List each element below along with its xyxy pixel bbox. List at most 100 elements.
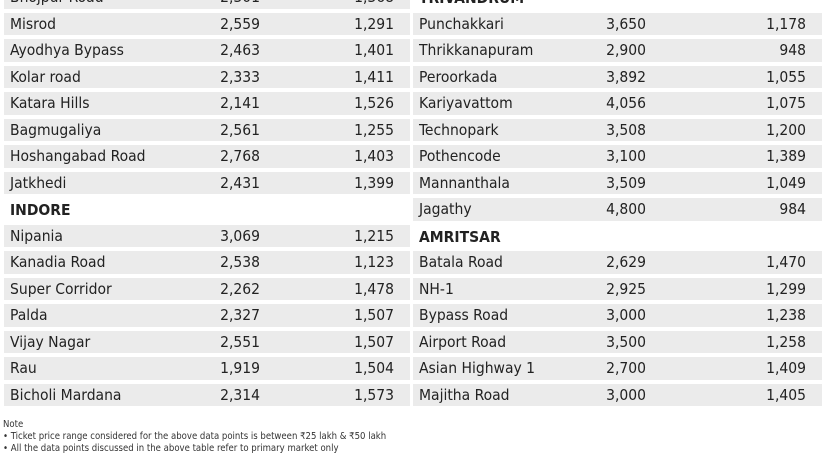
value-2: 1,055 xyxy=(766,67,806,86)
value-1: 2,768 xyxy=(220,147,260,165)
locality-name: Asian Highway 1 xyxy=(419,359,536,377)
table-row: NH-1 2,925 1,299 xyxy=(413,277,822,300)
value-1: 4,056 xyxy=(606,94,646,112)
city-header: INDORE xyxy=(10,201,71,219)
locality-name: Hoshangabad Road xyxy=(10,147,146,165)
value-1: 2,463 xyxy=(220,41,260,59)
value-1: 2,262 xyxy=(220,279,260,298)
value-2: 1,258 xyxy=(766,332,806,351)
value-2: 948 xyxy=(779,41,806,59)
value-2: 1,399 xyxy=(354,173,394,192)
value-2: 1,411 xyxy=(354,67,394,86)
value-1: 2,327 xyxy=(220,306,260,324)
table-row: Super Corridor 2,262 1,478 xyxy=(4,277,410,300)
left-table: Bhojpur Road 2,301 1,368 Misrod 2,559 1,291 Ay… xyxy=(4,0,410,410)
table-row: Jatkhedi 2,431 1,399 xyxy=(4,171,410,194)
table-row: Peroorkada 3,892 1,055 xyxy=(413,65,822,88)
value-1: 2,559 xyxy=(220,14,260,33)
locality-name: Bypass Road xyxy=(419,306,509,324)
locality-name: Kariyavattom xyxy=(419,94,513,112)
value-1: 4,800 xyxy=(606,200,646,218)
table-row: Bicholi Mardana 2,314 1,573 xyxy=(4,383,410,406)
table-row: Ayodhya Bypass 2,463 1,401 xyxy=(4,39,410,62)
note-title: Note xyxy=(3,419,24,430)
value-2: 1,049 xyxy=(766,173,806,192)
value-2: 1,573 xyxy=(354,385,394,404)
value-2: 1,178 xyxy=(766,14,806,33)
value-1: 2,700 xyxy=(606,359,646,377)
value-1: 2,314 xyxy=(220,385,260,404)
locality-name: Kolar road xyxy=(10,67,81,86)
table-row: Majitha Road 3,000 1,405 xyxy=(413,383,822,406)
value-2: 1,123 xyxy=(354,253,394,271)
locality-name: NH-1 xyxy=(419,279,454,298)
locality-name: Airport Road xyxy=(419,332,507,351)
table-row: Hoshangabad Road 2,768 1,403 xyxy=(4,145,410,168)
value-2: 1,401 xyxy=(354,41,394,59)
table-row: Pothencode 3,100 1,389 xyxy=(413,145,822,168)
table-row: Thrikkanapuram 2,900 948 xyxy=(413,39,822,62)
locality-name: Bagmugaliya xyxy=(10,120,102,139)
table-row: Kanadia Road 2,538 1,123 xyxy=(4,251,410,274)
locality-name: Misrod xyxy=(10,14,56,33)
table-row: Airport Road 3,500 1,258 xyxy=(413,330,822,353)
right-table: TRIVANDRUM Punchakkari 3,650 1,178 Thrikkana… xyxy=(413,0,822,410)
value-2: 1,405 xyxy=(766,385,806,404)
locality-name: Bicholi Mardana xyxy=(10,385,122,404)
locality-name: Batala Road xyxy=(419,253,503,271)
value-1: 2,925 xyxy=(606,279,646,298)
value-1: 2,561 xyxy=(220,120,260,139)
value-2: 1,255 xyxy=(354,120,394,139)
value-2: 1,504 xyxy=(354,359,394,377)
table-row: Asian Highway 1 2,700 1,409 xyxy=(413,357,822,380)
locality-name: Katara Hills xyxy=(10,94,90,112)
locality-name: Vijay Nagar xyxy=(10,332,91,351)
value-1: 3,650 xyxy=(606,14,646,33)
value-2: 1,409 xyxy=(766,359,806,377)
table-row: Jagathy 4,800 984 xyxy=(413,198,822,221)
table-row: Katara Hills 2,141 1,526 xyxy=(4,92,410,115)
value-2: 1,478 xyxy=(354,279,394,298)
value-1: 2,551 xyxy=(220,332,260,351)
table-row: Misrod 2,559 1,291 xyxy=(4,12,410,35)
locality-name: Jatkhedi xyxy=(10,173,67,192)
table-row: Mannanthala 3,509 1,049 xyxy=(413,171,822,194)
locality-name: Palda xyxy=(10,306,48,324)
table-row: Technopark 3,508 1,200 xyxy=(413,118,822,141)
table-row: Rau 1,919 1,504 xyxy=(4,357,410,380)
table-row: Bagmugaliya 2,561 1,255 xyxy=(4,118,410,141)
value-2: 1,526 xyxy=(354,94,394,112)
value-1: 2,301 xyxy=(220,0,260,9)
locality-name: Punchakkari xyxy=(419,14,504,33)
value-2: 984 xyxy=(779,200,806,218)
value-2: 1,507 xyxy=(354,306,394,324)
note-line: • Ticket price range considered for the … xyxy=(3,431,387,442)
value-2: 1,389 xyxy=(766,147,806,165)
value-2: 1,403 xyxy=(354,147,394,165)
value-2: 1,507 xyxy=(354,332,394,351)
table-row: Kariyavattom 4,056 1,075 xyxy=(413,92,822,115)
value-1: 3,892 xyxy=(606,67,646,86)
note-line: • All the data points discussed in the a… xyxy=(3,443,339,454)
value-2: 1,075 xyxy=(766,94,806,112)
value-2: 1,291 xyxy=(354,14,394,33)
locality-name: Majitha Road xyxy=(419,385,510,404)
locality-name: Bhojpur Road xyxy=(10,0,104,9)
table-row: Palda 2,327 1,507 xyxy=(4,304,410,327)
locality-name: Thrikkanapuram xyxy=(419,41,534,59)
value-1: 2,333 xyxy=(220,67,260,86)
table-row: Vijay Nagar 2,551 1,507 xyxy=(4,330,410,353)
value-1: 2,431 xyxy=(220,173,260,192)
locality-name: Super Corridor xyxy=(10,279,112,298)
table-row: Bhojpur Road 2,301 1,368 xyxy=(4,0,410,9)
locality-name: Technopark xyxy=(419,120,499,139)
city-header: AMRITSAR xyxy=(419,227,501,246)
value-1: 3,509 xyxy=(606,173,646,192)
value-2: 1,215 xyxy=(354,226,394,245)
value-1: 3,100 xyxy=(606,147,646,165)
value-1: 2,629 xyxy=(606,253,646,271)
table-row: Bypass Road 3,000 1,238 xyxy=(413,304,822,327)
value-2: 1,238 xyxy=(766,306,806,324)
locality-name: Ayodhya Bypass xyxy=(10,41,124,59)
table-row: Kolar road 2,333 1,411 xyxy=(4,65,410,88)
